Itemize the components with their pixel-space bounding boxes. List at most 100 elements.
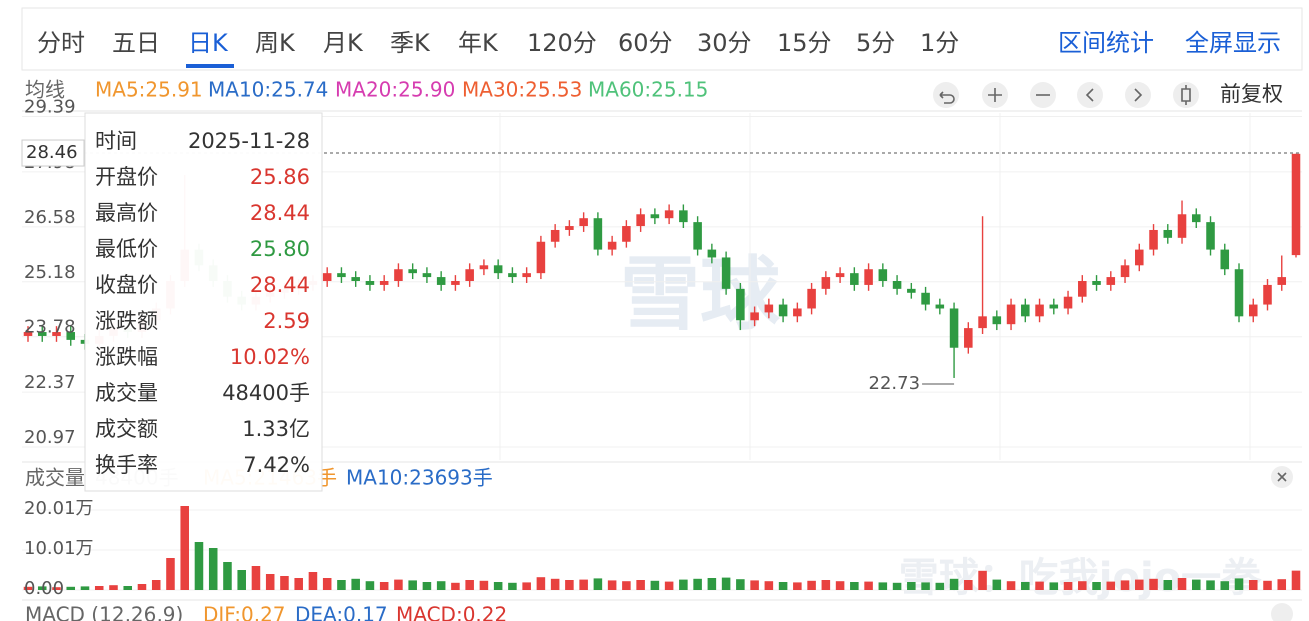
candle-body bbox=[693, 222, 702, 250]
volume-tick-label: 10.01万 bbox=[24, 538, 94, 559]
volume-bar bbox=[294, 578, 303, 590]
volume-bar bbox=[622, 581, 631, 590]
volume-bar bbox=[1035, 581, 1044, 590]
candle-body bbox=[1035, 304, 1044, 317]
candle-body bbox=[1191, 214, 1201, 223]
candle-body bbox=[1291, 153, 1301, 256]
volume-bar bbox=[821, 580, 831, 590]
tooltip-label: 换手率 bbox=[95, 453, 158, 477]
tooltip-value: 28.44 bbox=[250, 201, 310, 225]
volume-ma: MA10:23693手 bbox=[346, 466, 493, 490]
left-button[interactable] bbox=[1077, 82, 1103, 108]
tab[interactable]: 年K bbox=[458, 29, 499, 57]
volume-bar bbox=[878, 582, 888, 590]
volume-bar bbox=[1092, 582, 1101, 590]
candle-body bbox=[793, 308, 802, 317]
macd-value: MACD:0.22 bbox=[396, 603, 507, 621]
action-link[interactable]: 区间统计 bbox=[1058, 29, 1154, 57]
tab[interactable]: 五日 bbox=[112, 29, 160, 57]
volume-bar bbox=[650, 580, 660, 590]
tab[interactable]: 季K bbox=[390, 29, 431, 57]
candle-body bbox=[1092, 281, 1101, 285]
macd-value: DEA:0.17 bbox=[295, 603, 388, 621]
volume-bar bbox=[807, 580, 816, 590]
volume-bar bbox=[907, 582, 916, 590]
volume-bar bbox=[251, 566, 261, 590]
candle-body bbox=[351, 277, 360, 282]
volume-bar bbox=[23, 586, 33, 590]
candle-body bbox=[436, 277, 446, 285]
candle-body bbox=[721, 257, 731, 289]
candle-body bbox=[479, 265, 489, 270]
tab[interactable]: 分时 bbox=[37, 29, 85, 57]
candle-body bbox=[878, 269, 888, 282]
volume-bar bbox=[1106, 581, 1116, 590]
volume-bar bbox=[935, 582, 945, 590]
volume-bar bbox=[579, 579, 588, 590]
tooltip-value: 1.33亿 bbox=[242, 417, 310, 441]
volume-bar bbox=[1177, 578, 1187, 590]
candle-body bbox=[1135, 249, 1144, 266]
tab[interactable]: 月K bbox=[323, 29, 364, 57]
tab[interactable]: 周K bbox=[255, 29, 296, 57]
tab[interactable]: 30分 bbox=[697, 29, 752, 57]
tab-bar bbox=[21, 7, 1303, 71]
candle-body bbox=[37, 332, 47, 336]
candle-body bbox=[1078, 281, 1087, 297]
tab[interactable]: 60分 bbox=[618, 29, 673, 57]
candle-body bbox=[1106, 277, 1116, 285]
candle-body bbox=[1277, 277, 1287, 285]
y-tick-label: 23.78 bbox=[24, 317, 76, 338]
volume-bar bbox=[1263, 580, 1272, 590]
tab[interactable]: 120分 bbox=[527, 29, 597, 57]
volume-bar bbox=[565, 580, 574, 590]
volume-header: 成交量 bbox=[25, 466, 85, 490]
volume-bar bbox=[151, 580, 161, 590]
tooltip-label: 涨跌幅 bbox=[95, 345, 158, 369]
candle-body bbox=[550, 229, 560, 242]
volume-bar bbox=[280, 576, 289, 590]
candle-body bbox=[921, 292, 930, 305]
close-button[interactable] bbox=[1271, 603, 1293, 621]
volume-bar bbox=[52, 587, 61, 590]
volume-bar bbox=[37, 586, 47, 590]
candle-body bbox=[1163, 229, 1173, 238]
volume-bar bbox=[850, 582, 859, 590]
tab[interactable]: 日K bbox=[188, 29, 229, 57]
volume-bar bbox=[137, 584, 147, 590]
tooltip-value: 2.59 bbox=[263, 309, 310, 333]
volume-bar bbox=[921, 582, 930, 590]
icon bbox=[1181, 85, 1191, 105]
volume-bar bbox=[94, 586, 104, 590]
volume-bar bbox=[1135, 579, 1144, 590]
tooltip-label: 最高价 bbox=[95, 201, 158, 225]
tooltip-label: 最低价 bbox=[95, 237, 158, 261]
action-link[interactable]: 全屏显示 bbox=[1185, 29, 1281, 57]
volume-bar bbox=[978, 570, 987, 590]
volume-bar bbox=[536, 577, 546, 590]
candle-body bbox=[66, 332, 76, 340]
candle-style-button[interactable] bbox=[1173, 82, 1199, 108]
volume-plot bbox=[22, 506, 1302, 591]
volume-bar bbox=[1021, 582, 1030, 590]
y-tick-label: 29.39 bbox=[24, 97, 76, 118]
adjust-mode[interactable]: 前复权 bbox=[1220, 82, 1283, 106]
candle-body bbox=[650, 214, 660, 219]
candle-body bbox=[365, 281, 375, 285]
tooltip-label: 成交量 bbox=[95, 381, 158, 405]
volume-bar bbox=[322, 578, 332, 590]
candle-body bbox=[764, 304, 774, 313]
right-button[interactable] bbox=[1125, 82, 1151, 108]
tab[interactable]: 1分 bbox=[920, 29, 959, 57]
crosshair-label: 28.46 bbox=[26, 142, 78, 163]
tab[interactable]: 5分 bbox=[856, 29, 895, 57]
volume-bar bbox=[1163, 580, 1173, 590]
candle-body bbox=[451, 281, 460, 285]
candle-body bbox=[664, 210, 674, 219]
volume-bar bbox=[436, 581, 446, 590]
volume-bar bbox=[1049, 582, 1059, 590]
candle-body bbox=[1006, 304, 1016, 325]
candle-body bbox=[337, 273, 346, 278]
candle-body bbox=[807, 288, 816, 309]
tab[interactable]: 15分 bbox=[777, 29, 832, 57]
